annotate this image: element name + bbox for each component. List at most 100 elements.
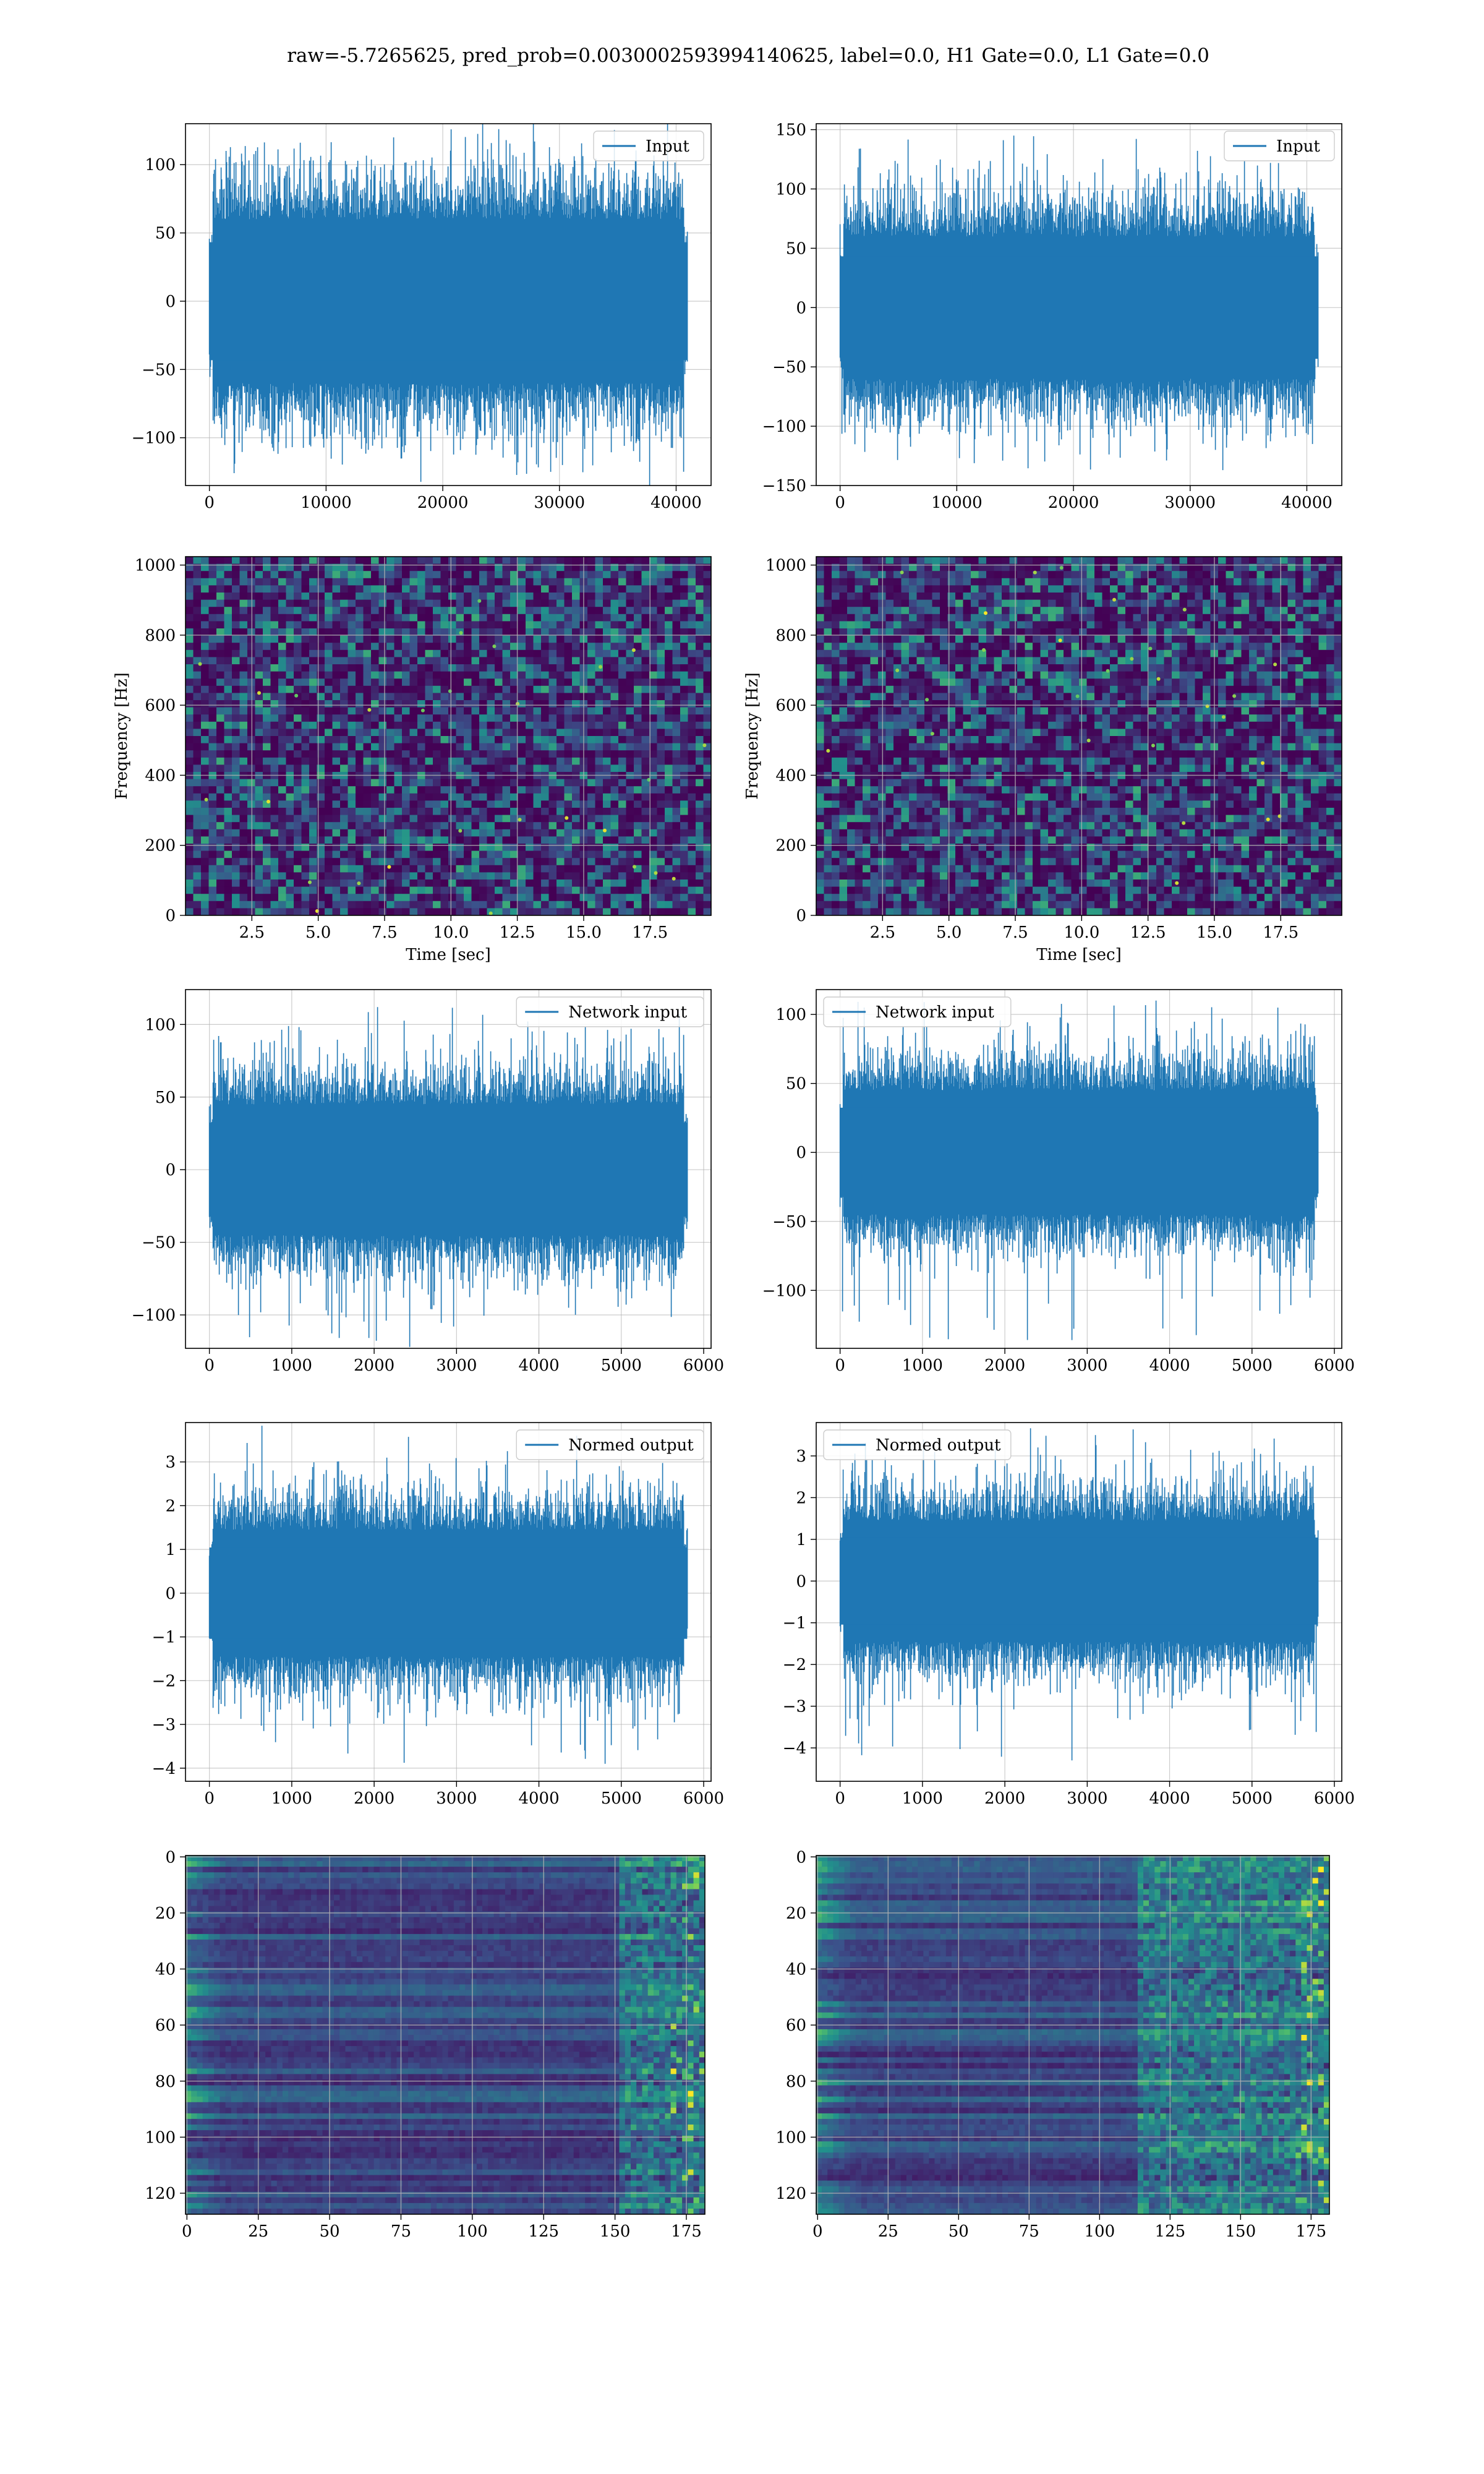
heatmap-cell bbox=[510, 779, 519, 787]
heatmap-cell bbox=[186, 700, 194, 708]
heatmap-cell bbox=[832, 836, 840, 844]
legend: Input bbox=[593, 131, 704, 161]
x-tick-label: 10000 bbox=[301, 494, 352, 512]
heatmap-cell bbox=[495, 721, 503, 729]
heatmap-cell bbox=[870, 693, 879, 701]
heatmap-cell bbox=[634, 707, 642, 715]
heatmap-cell bbox=[371, 700, 380, 708]
heatmap-cell bbox=[325, 779, 333, 787]
heatmap-cell bbox=[363, 779, 372, 787]
heatmap-cell bbox=[232, 808, 241, 816]
heatmap-cell bbox=[703, 585, 711, 593]
heatmap-cell bbox=[649, 908, 658, 915]
heatmap-cell bbox=[1009, 678, 1018, 687]
heatmap-cell bbox=[332, 872, 341, 880]
heatmap-cell bbox=[247, 693, 256, 701]
heatmap-cell bbox=[1033, 599, 1041, 607]
heatmap-cell bbox=[371, 599, 380, 607]
heatmap-cell bbox=[425, 729, 433, 737]
heatmap-cell bbox=[186, 872, 194, 880]
heatmap-cell bbox=[216, 621, 225, 629]
heatmap-cell bbox=[932, 714, 940, 722]
heatmap-cell bbox=[816, 557, 825, 565]
heatmap-cell bbox=[672, 800, 681, 808]
heatmap-cell bbox=[924, 779, 933, 787]
heatmap-cell bbox=[641, 607, 650, 615]
heatmap-cell bbox=[402, 621, 411, 629]
heatmap-cell bbox=[286, 808, 294, 816]
heatmap-cell bbox=[193, 649, 202, 657]
heatmap-cell bbox=[665, 707, 673, 715]
heatmap-cell bbox=[986, 628, 995, 636]
heatmap-cell bbox=[201, 578, 210, 586]
heatmap-cell bbox=[901, 649, 910, 657]
heatmap-cell bbox=[1002, 571, 1010, 579]
heatmap-cell bbox=[479, 700, 488, 708]
heatmap-cell bbox=[541, 793, 550, 801]
heatmap-cell bbox=[317, 800, 325, 808]
heatmap-cell bbox=[870, 865, 879, 873]
heatmap-cell bbox=[208, 649, 217, 657]
heatmap-cell bbox=[885, 764, 894, 773]
heatmap-cell bbox=[832, 729, 840, 737]
heatmap-cell bbox=[839, 700, 848, 708]
heatmap-cell bbox=[665, 908, 673, 915]
heatmap-cell bbox=[464, 786, 472, 794]
heatmap-cell bbox=[696, 800, 704, 808]
heatmap-cell bbox=[649, 614, 658, 622]
ticks: 0 10000 20000 30000 40000−150−100−5005010015… bbox=[762, 121, 1333, 512]
heatmap-cell bbox=[847, 865, 856, 873]
heatmap-cell bbox=[595, 829, 603, 837]
heatmap-cell bbox=[1025, 571, 1033, 579]
heatmap-cell bbox=[533, 808, 542, 816]
heatmap-cell bbox=[471, 815, 480, 823]
heatmap-cell bbox=[294, 786, 302, 794]
heatmap-cell bbox=[610, 808, 619, 816]
heatmap-cell bbox=[386, 628, 395, 636]
heatmap-cell bbox=[610, 571, 619, 579]
heatmap-cell bbox=[863, 880, 871, 888]
heatmap-cell bbox=[940, 693, 949, 701]
heatmap-cell bbox=[270, 894, 279, 902]
heatmap-cell bbox=[816, 614, 825, 622]
heatmap-cell bbox=[556, 815, 565, 823]
heatmap-cell bbox=[471, 822, 480, 830]
heatmap-cell bbox=[924, 685, 933, 693]
heatmap-cell bbox=[986, 886, 995, 894]
heatmap-cell bbox=[688, 750, 696, 758]
heatmap-cell bbox=[433, 721, 441, 729]
x-tick-label: 12.5 bbox=[500, 923, 535, 942]
heatmap-cell bbox=[541, 757, 550, 765]
heatmap-cell bbox=[541, 729, 550, 737]
heatmap-cell bbox=[572, 880, 581, 888]
heatmap-cell bbox=[317, 721, 325, 729]
heatmap-cell bbox=[487, 836, 495, 844]
heatmap-cell bbox=[495, 635, 503, 643]
heatmap-cell bbox=[278, 729, 287, 737]
heatmap-cell bbox=[487, 571, 495, 579]
heatmap-cell bbox=[878, 743, 887, 751]
heatmap-cell bbox=[518, 693, 526, 701]
heatmap-cell bbox=[947, 693, 956, 701]
heatmap-cell bbox=[464, 836, 472, 844]
heatmap-cell bbox=[440, 779, 449, 787]
heatmap-cell bbox=[978, 621, 987, 629]
heatmap-cell bbox=[348, 593, 356, 601]
heatmap-cell bbox=[893, 865, 902, 873]
heatmap-cell bbox=[208, 808, 217, 816]
heatmap-cell bbox=[634, 750, 642, 758]
heatmap-cell bbox=[270, 880, 279, 888]
heatmap-cell bbox=[1002, 721, 1010, 729]
heatmap-cell bbox=[1009, 764, 1018, 773]
heatmap-cell bbox=[870, 585, 879, 593]
heatmap-hotspot bbox=[488, 911, 493, 915]
heatmap-cell bbox=[317, 599, 325, 607]
heatmap-cell bbox=[340, 607, 349, 615]
heatmap-cell bbox=[402, 786, 411, 794]
heatmap-cell bbox=[978, 678, 987, 687]
heatmap-cell bbox=[909, 578, 918, 586]
heatmap-cell bbox=[824, 793, 832, 801]
heatmap-cell bbox=[618, 693, 627, 701]
heatmap-cell bbox=[932, 836, 940, 844]
heatmap-cell bbox=[839, 822, 848, 830]
